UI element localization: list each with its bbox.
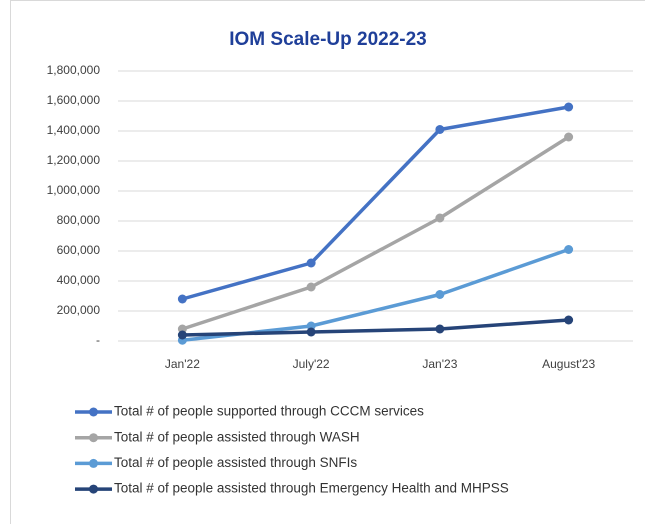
data-point (435, 324, 445, 334)
data-point (564, 102, 574, 112)
data-point (435, 213, 445, 223)
legend-marker (89, 433, 98, 443)
data-point (564, 132, 574, 142)
x-tick-label: August'23 (542, 357, 595, 371)
x-tick-label: Jan'23 (422, 357, 457, 371)
y-tick-label: 200,000 (57, 303, 101, 317)
chart-border (10, 0, 645, 524)
data-point (306, 282, 316, 292)
y-tick-label: 600,000 (57, 243, 101, 257)
x-tick-label: Jan'22 (165, 357, 200, 371)
legend-marker (89, 407, 98, 417)
series-line (181, 135, 570, 331)
y-tick-label: 1,800,000 (47, 63, 101, 77)
data-point (306, 327, 316, 337)
data-point (435, 125, 445, 134)
data-point (177, 294, 187, 304)
chart-title: IOM Scale-Up 2022-23 (229, 29, 426, 50)
y-tick-label: 800,000 (57, 213, 101, 227)
data-point (564, 245, 574, 254)
x-tick-label: July'22 (293, 357, 330, 371)
data-point (306, 258, 316, 268)
series-line (182, 318, 569, 337)
data-point (435, 290, 445, 299)
legend-marker (89, 484, 98, 494)
legend-label: Total # of people assisted through Emerg… (114, 481, 509, 496)
legend-marker (89, 458, 98, 468)
y-tick-label: 1,200,000 (47, 153, 101, 167)
y-tick-label: - (96, 333, 100, 347)
data-point (177, 330, 187, 340)
series-line (181, 105, 569, 301)
legend-label: Total # of people supported through CCCM… (114, 404, 424, 419)
data-point (564, 315, 574, 325)
y-tick-label: 400,000 (57, 273, 101, 287)
y-tick-label: 1,600,000 (47, 93, 101, 107)
y-tick-label: 1,400,000 (47, 123, 101, 137)
legend-label: Total # of people assisted through WASH (114, 429, 360, 444)
legend-label: Total # of people assisted through SNFIs (114, 455, 357, 470)
y-tick-label: 1,000,000 (47, 183, 101, 197)
